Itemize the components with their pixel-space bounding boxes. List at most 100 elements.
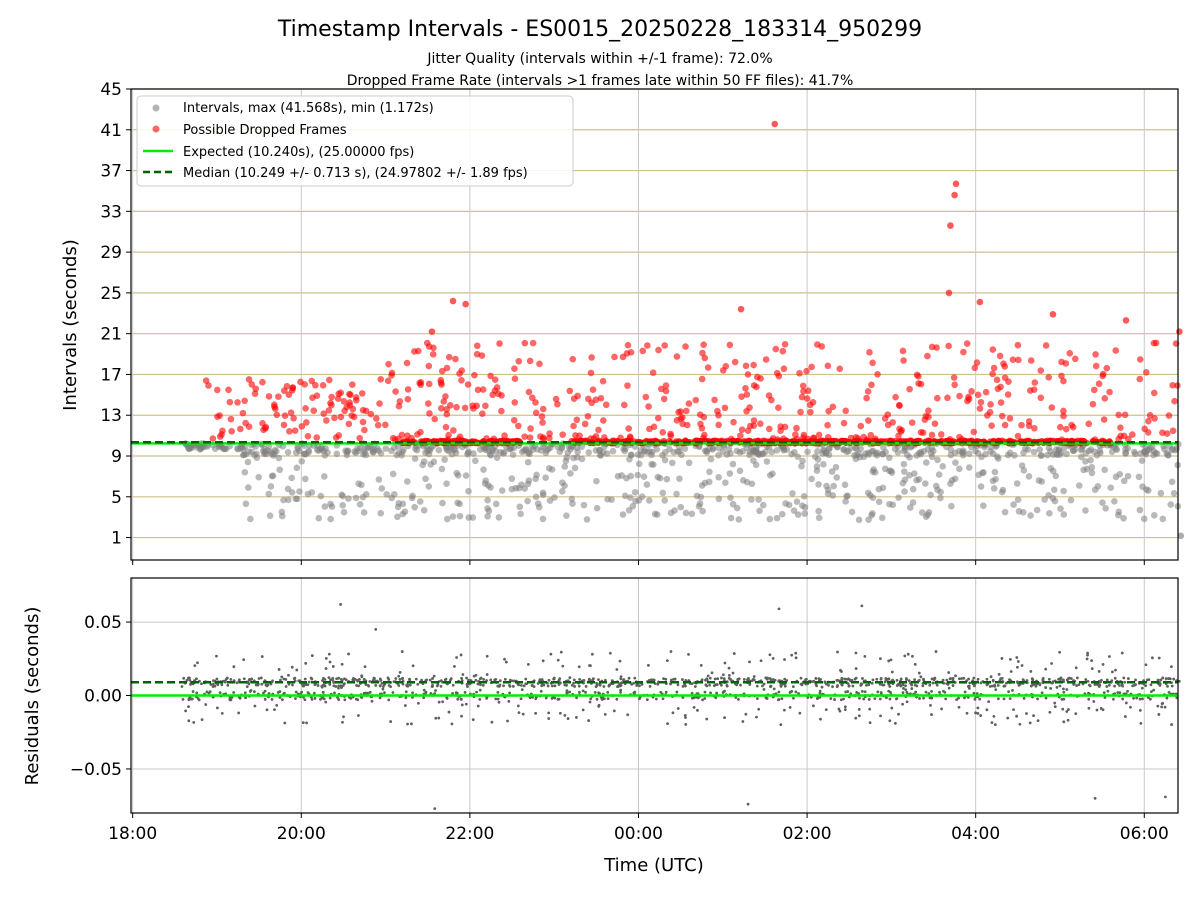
residual-point xyxy=(1156,704,1160,708)
y-tick-label: 21 xyxy=(100,325,122,345)
residual-point xyxy=(374,684,378,687)
dropped-point xyxy=(977,398,985,406)
interval-point xyxy=(992,476,999,483)
residual-point xyxy=(846,677,850,681)
residual-point xyxy=(851,684,855,688)
interval-point xyxy=(1102,504,1109,512)
dropped-point xyxy=(511,399,519,406)
residual-point xyxy=(226,683,230,687)
dropped-point xyxy=(259,378,266,386)
dropped-point xyxy=(807,408,814,416)
dropped-point xyxy=(226,398,234,406)
dropped-point xyxy=(646,425,653,433)
dropped-point xyxy=(649,369,657,376)
interval-point xyxy=(814,448,821,455)
residual-point xyxy=(309,676,313,680)
dropped-point xyxy=(818,343,826,350)
dropped-point xyxy=(617,434,624,442)
residual-point xyxy=(1008,697,1012,701)
interval-point xyxy=(648,460,655,468)
dropped-point xyxy=(692,396,700,404)
dropped-point xyxy=(1018,421,1025,429)
residual-point xyxy=(913,678,917,682)
residual-point xyxy=(305,721,308,725)
residual-point xyxy=(863,654,867,658)
interval-point xyxy=(1153,450,1161,457)
interval-point xyxy=(321,503,329,510)
residual-point xyxy=(404,696,408,700)
residual-point xyxy=(723,716,727,720)
residual-point xyxy=(1061,687,1065,691)
residual-point xyxy=(280,698,284,702)
dropped-point xyxy=(425,380,433,388)
residual-point xyxy=(1135,696,1139,700)
residual-point xyxy=(187,697,191,701)
interval-point xyxy=(793,498,801,506)
residual-point xyxy=(584,690,587,694)
interval-point xyxy=(773,514,781,522)
residual-point xyxy=(985,708,989,712)
dropped-point xyxy=(944,394,951,402)
dropped-point xyxy=(290,414,297,422)
residual-point xyxy=(911,654,914,658)
residual-point xyxy=(756,697,759,700)
residual-point xyxy=(1107,683,1111,687)
interval-point xyxy=(739,447,746,455)
residual-point xyxy=(1165,696,1169,700)
dropped-point xyxy=(359,418,367,426)
dropped-point xyxy=(1095,380,1103,388)
interval-point xyxy=(799,457,806,465)
dropped-point xyxy=(532,409,540,417)
residual-point xyxy=(568,690,572,694)
interval-point xyxy=(409,492,416,500)
residual-point xyxy=(1159,678,1163,682)
dropped-point xyxy=(780,435,787,442)
dropped-point xyxy=(228,427,235,435)
residual-point xyxy=(577,665,581,669)
residual-point xyxy=(888,685,892,688)
interval-point xyxy=(756,507,763,515)
dropped-point xyxy=(349,381,356,388)
residual-point xyxy=(193,664,197,668)
dropped-point xyxy=(683,421,691,429)
dropped-point xyxy=(251,390,259,397)
residual-point xyxy=(389,685,392,689)
dropped-point xyxy=(931,420,939,427)
residual-point xyxy=(1172,677,1176,681)
residual-point xyxy=(441,700,445,704)
residual-point xyxy=(557,683,561,686)
residual-point xyxy=(931,681,935,685)
interval-point xyxy=(682,509,690,517)
x-tick-label: 06:00 xyxy=(1120,824,1169,844)
residual-point xyxy=(904,684,907,688)
interval-point xyxy=(1107,484,1115,491)
residual-point xyxy=(930,690,933,693)
residual-point xyxy=(666,722,669,726)
dropped-point xyxy=(800,388,807,395)
dropped-point xyxy=(559,431,567,438)
dropped-point xyxy=(840,419,848,427)
residual-point xyxy=(524,682,528,686)
residual-point xyxy=(378,696,382,700)
residual-point xyxy=(372,676,376,680)
interval-point xyxy=(886,500,893,508)
interval-point xyxy=(789,490,796,497)
dropped-point xyxy=(498,407,505,415)
residual-point xyxy=(437,716,441,720)
dropped-point xyxy=(865,417,872,424)
residual-point xyxy=(797,692,800,695)
residual-point xyxy=(1007,690,1011,694)
dropped-point xyxy=(933,344,940,351)
interval-point xyxy=(441,456,448,463)
residual-point xyxy=(362,677,366,681)
dropped-point xyxy=(424,400,432,407)
dropped-point xyxy=(928,431,936,439)
dropped-point xyxy=(248,381,256,388)
interval-point xyxy=(1088,463,1096,471)
interval-point xyxy=(253,450,260,458)
dropped-point xyxy=(677,408,684,415)
dropped-point xyxy=(1145,417,1152,425)
residual-point xyxy=(739,683,742,687)
dropped-point xyxy=(225,386,232,394)
dropped-point xyxy=(442,393,449,400)
